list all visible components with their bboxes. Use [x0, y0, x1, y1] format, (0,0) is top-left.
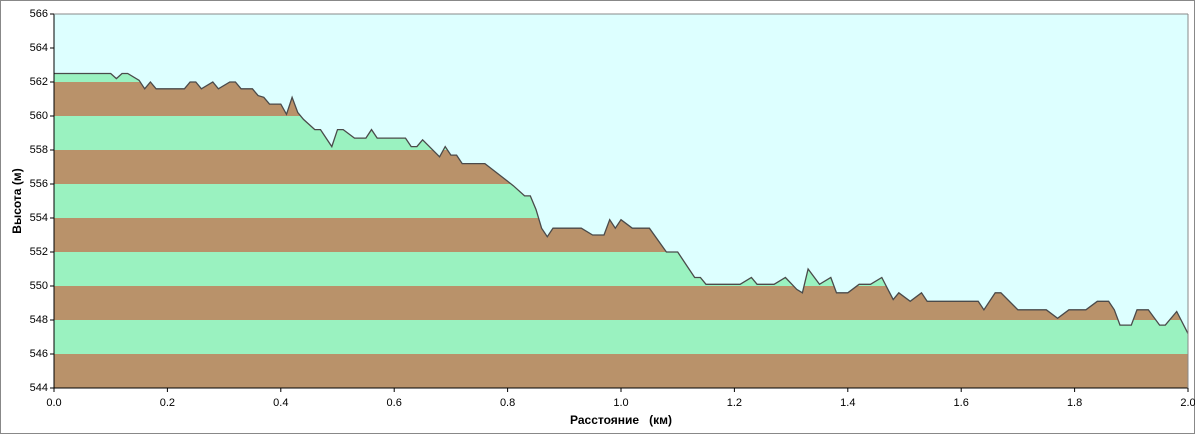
- y-tick-label: 552: [30, 246, 48, 258]
- y-tick-label: 556: [30, 178, 48, 190]
- y-tick-label: 550: [30, 280, 48, 292]
- y-tick-label: 560: [30, 110, 48, 122]
- band: [54, 320, 1188, 354]
- x-tick-label: 0.8: [500, 397, 515, 409]
- y-tick-label: 566: [30, 8, 48, 20]
- y-tick-label: 548: [30, 314, 48, 326]
- band: [54, 354, 1188, 388]
- x-tick-label: 0.2: [160, 397, 175, 409]
- y-axis-label: Высота (м): [10, 168, 24, 233]
- y-tick-label: 554: [30, 212, 48, 224]
- y-tick-label: 544: [30, 382, 48, 394]
- x-tick-label: 1.4: [840, 397, 855, 409]
- profile-line: [54, 72, 1189, 334]
- x-tick-label: 1.0: [613, 397, 628, 409]
- y-tick-label: 562: [30, 76, 48, 88]
- y-tick-label: 564: [30, 42, 48, 54]
- y-tick-label: 558: [30, 144, 48, 156]
- x-tick-label: 2.0: [1180, 397, 1195, 409]
- x-tick-label: 1.6: [954, 397, 969, 409]
- x-tick-label: 1.2: [727, 397, 742, 409]
- x-tick-label: 0.4: [273, 397, 288, 409]
- x-tick-label: 0.0: [46, 397, 61, 409]
- y-tick-label: 546: [30, 348, 48, 360]
- x-tick-label: 0.6: [387, 397, 402, 409]
- x-axis-label: Расстояние (км): [570, 413, 672, 427]
- x-tick-label: 1.8: [1067, 397, 1082, 409]
